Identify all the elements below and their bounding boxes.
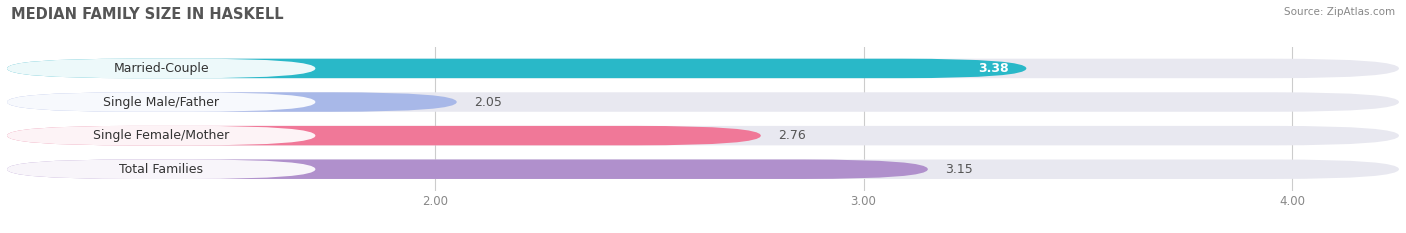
Text: Single Male/Father: Single Male/Father	[103, 96, 219, 109]
Text: Total Families: Total Families	[120, 163, 204, 176]
FancyBboxPatch shape	[7, 59, 1026, 78]
FancyBboxPatch shape	[7, 126, 761, 145]
FancyBboxPatch shape	[7, 159, 928, 179]
FancyBboxPatch shape	[7, 126, 315, 145]
Text: 2.76: 2.76	[778, 129, 806, 142]
FancyBboxPatch shape	[7, 59, 315, 78]
FancyBboxPatch shape	[7, 92, 315, 112]
Text: MEDIAN FAMILY SIZE IN HASKELL: MEDIAN FAMILY SIZE IN HASKELL	[11, 7, 284, 22]
Text: 2.05: 2.05	[474, 96, 502, 109]
FancyBboxPatch shape	[7, 159, 1399, 179]
Text: Source: ZipAtlas.com: Source: ZipAtlas.com	[1284, 7, 1395, 17]
Text: Married-Couple: Married-Couple	[114, 62, 209, 75]
FancyBboxPatch shape	[7, 92, 1399, 112]
Text: 3.15: 3.15	[945, 163, 973, 176]
FancyBboxPatch shape	[7, 159, 315, 179]
FancyBboxPatch shape	[7, 59, 1399, 78]
Text: Single Female/Mother: Single Female/Mother	[93, 129, 229, 142]
FancyBboxPatch shape	[7, 126, 1399, 145]
FancyBboxPatch shape	[7, 92, 457, 112]
Text: 3.38: 3.38	[979, 62, 1010, 75]
